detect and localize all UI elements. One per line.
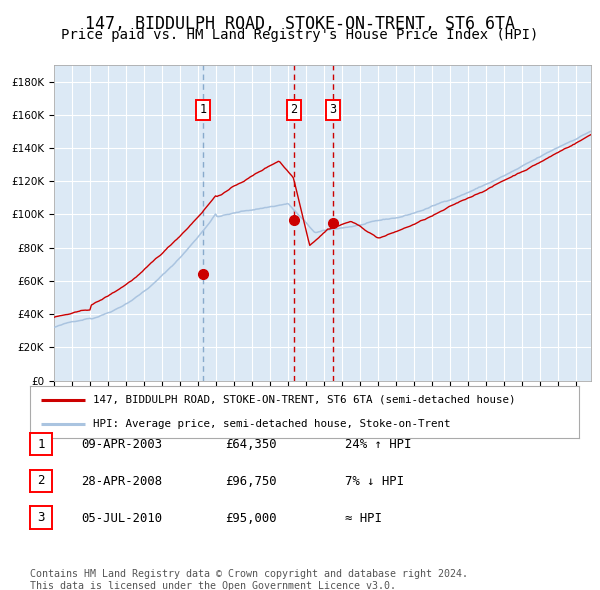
Text: £64,350: £64,350 xyxy=(225,438,277,451)
Text: 1: 1 xyxy=(37,438,44,451)
Text: 7% ↓ HPI: 7% ↓ HPI xyxy=(345,475,404,488)
Text: 05-JUL-2010: 05-JUL-2010 xyxy=(81,512,162,525)
Text: 3: 3 xyxy=(37,511,44,524)
Text: 09-APR-2003: 09-APR-2003 xyxy=(81,438,162,451)
Text: This data is licensed under the Open Government Licence v3.0.: This data is licensed under the Open Gov… xyxy=(30,581,396,590)
Text: 28-APR-2008: 28-APR-2008 xyxy=(81,475,162,488)
Text: 1: 1 xyxy=(199,103,206,116)
Text: Price paid vs. HM Land Registry's House Price Index (HPI): Price paid vs. HM Land Registry's House … xyxy=(61,28,539,42)
Text: 2: 2 xyxy=(37,474,44,487)
Text: £95,000: £95,000 xyxy=(225,512,277,525)
Text: ≈ HPI: ≈ HPI xyxy=(345,512,382,525)
Text: 2: 2 xyxy=(290,103,298,116)
Text: 147, BIDDULPH ROAD, STOKE-ON-TRENT, ST6 6TA: 147, BIDDULPH ROAD, STOKE-ON-TRENT, ST6 … xyxy=(85,15,515,33)
Text: £96,750: £96,750 xyxy=(225,475,277,488)
Text: 3: 3 xyxy=(329,103,337,116)
Text: 147, BIDDULPH ROAD, STOKE-ON-TRENT, ST6 6TA (semi-detached house): 147, BIDDULPH ROAD, STOKE-ON-TRENT, ST6 … xyxy=(93,395,515,405)
Text: HPI: Average price, semi-detached house, Stoke-on-Trent: HPI: Average price, semi-detached house,… xyxy=(93,419,451,429)
Text: Contains HM Land Registry data © Crown copyright and database right 2024.: Contains HM Land Registry data © Crown c… xyxy=(30,569,468,579)
Text: 24% ↑ HPI: 24% ↑ HPI xyxy=(345,438,412,451)
